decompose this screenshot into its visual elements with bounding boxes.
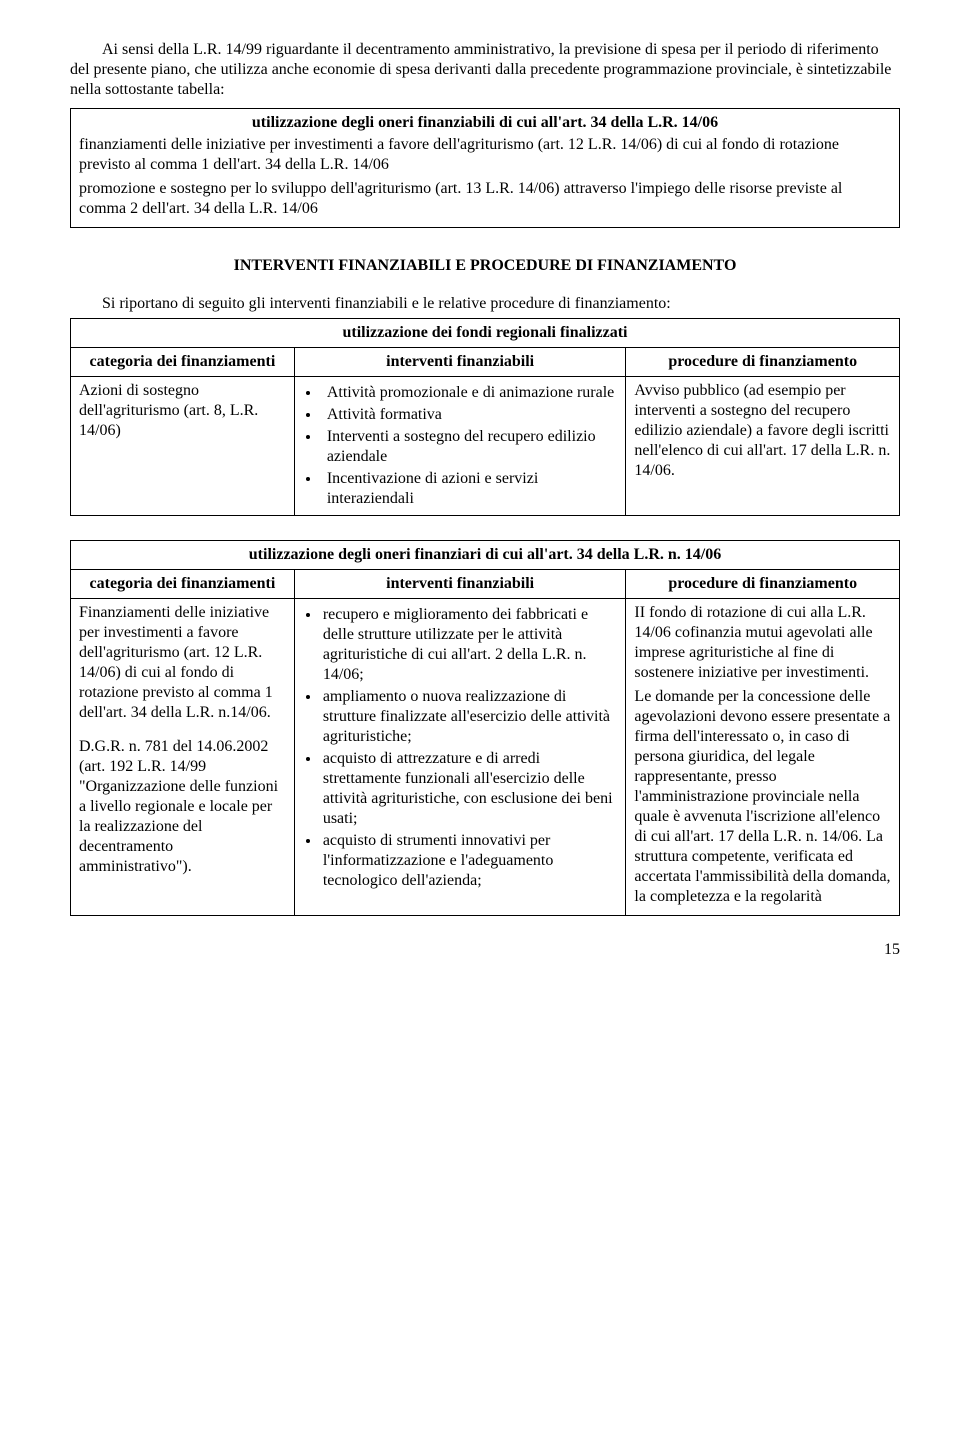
- table-1-interventions-cell: Attività promozionale e di animazione ru…: [294, 377, 626, 516]
- table-2-procedures-cell: II fondo di rotazione di cui alla L.R. 1…: [626, 599, 900, 916]
- table-row: utilizzazione degli oneri finanziari di …: [71, 541, 900, 570]
- summary-box-title: utilizzazione degli oneri finanziabili d…: [79, 113, 891, 133]
- table-2-cat-p1: Finanziamenti delle iniziative per inves…: [79, 603, 286, 723]
- table-row: categoria dei finanziamenti interventi f…: [71, 570, 900, 599]
- table-2-proc-p2: Le domande per la concessione delle agev…: [634, 687, 891, 907]
- list-item: acquisto di strumenti innovativi per l'i…: [321, 831, 618, 891]
- table-2-col-header-interventions: interventi finanziabili: [294, 570, 626, 599]
- table-1-header: utilizzazione dei fondi regionali finali…: [71, 319, 900, 348]
- list-item: Interventi a sostegno del recupero edili…: [321, 427, 618, 467]
- table-2-category-cell: Finanziamenti delle iniziative per inves…: [71, 599, 295, 916]
- table-1-category-cell: Azioni di sostegno dell'agriturismo (art…: [71, 377, 295, 516]
- summary-box: utilizzazione degli oneri finanziabili d…: [70, 108, 900, 228]
- table-2-header: utilizzazione degli oneri finanziari di …: [71, 541, 900, 570]
- table-1-col-header-procedures: procedure di finanziamento: [626, 348, 900, 377]
- table-2-proc-p1: II fondo di rotazione di cui alla L.R. 1…: [634, 603, 891, 683]
- intro-paragraph: Ai sensi della L.R. 14/99 riguardante il…: [70, 40, 900, 100]
- table-2-col-header-category: categoria dei finanziamenti: [71, 570, 295, 599]
- table-1-procedures-cell: Avviso pubblico (ad esempio per interven…: [626, 377, 900, 516]
- table-2-col-header-procedures: procedure di finanziamento: [626, 570, 900, 599]
- list-item: acquisto di attrezzature e di arredi str…: [321, 749, 618, 829]
- page-number: 15: [70, 940, 900, 960]
- list-item: Attività formativa: [321, 405, 618, 425]
- table-2: utilizzazione degli oneri finanziari di …: [70, 540, 900, 916]
- table-2-interventions-cell: recupero e miglioramento dei fabbricati …: [294, 599, 626, 916]
- table-1-bullet-list: Attività promozionale e di animazione ru…: [321, 383, 618, 509]
- table-row: categoria dei finanziamenti interventi f…: [71, 348, 900, 377]
- list-item: recupero e miglioramento dei fabbricati …: [321, 605, 618, 685]
- table-1-col-header-category: categoria dei finanziamenti: [71, 348, 295, 377]
- table-2-cat-p2: D.G.R. n. 781 del 14.06.2002 (art. 192 L…: [79, 737, 286, 877]
- section-title: INTERVENTI FINANZIABILI E PROCEDURE DI F…: [70, 256, 900, 276]
- table-1: utilizzazione dei fondi regionali finali…: [70, 318, 900, 516]
- summary-box-line-2: promozione e sostegno per lo sviluppo de…: [79, 179, 891, 219]
- section-intro: Si riportano di seguito gli interventi f…: [70, 294, 900, 314]
- table-row: utilizzazione dei fondi regionali finali…: [71, 319, 900, 348]
- summary-box-line-1: finanziamenti delle iniziative per inves…: [79, 135, 891, 175]
- list-item: ampliamento o nuova realizzazione di str…: [321, 687, 618, 747]
- list-item: Incentivazione di azioni e servizi inter…: [321, 469, 618, 509]
- table-2-bullet-list: recupero e miglioramento dei fabbricati …: [321, 605, 618, 891]
- table-1-col-header-interventions: interventi finanziabili: [294, 348, 626, 377]
- list-item: Attività promozionale e di animazione ru…: [321, 383, 618, 403]
